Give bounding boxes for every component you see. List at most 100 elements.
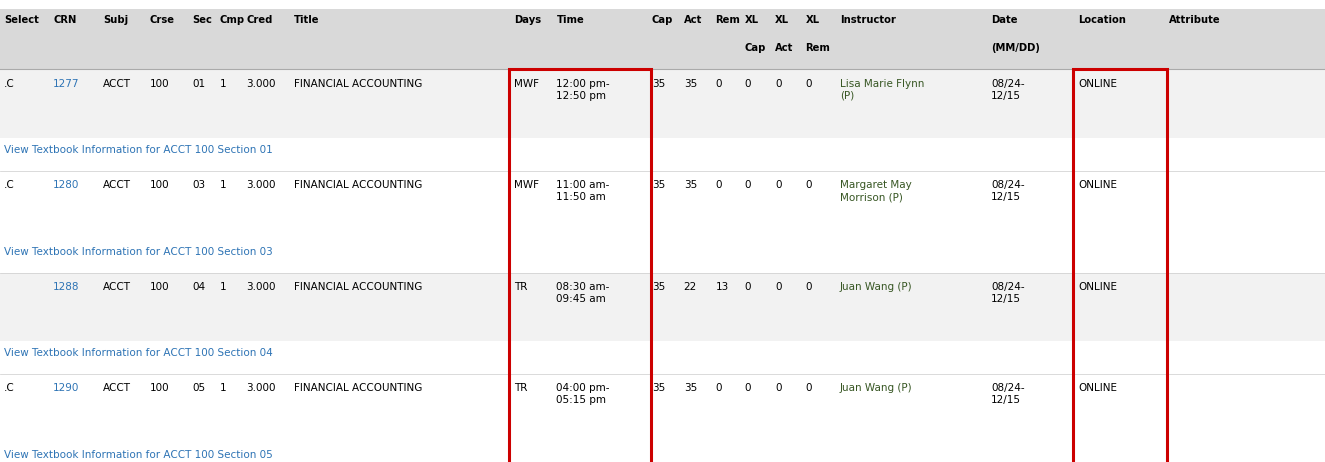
Text: Instructor: Instructor — [840, 15, 896, 25]
Text: MWF: MWF — [514, 180, 539, 190]
Bar — [1073, 69, 1167, 462]
Text: Act: Act — [775, 43, 794, 53]
Text: ONLINE: ONLINE — [1079, 383, 1117, 394]
Text: 08/24-
12/15: 08/24- 12/15 — [991, 282, 1024, 304]
Text: 35: 35 — [684, 79, 697, 89]
Text: 0: 0 — [716, 79, 722, 89]
Text: FINANCIAL ACCOUNTING: FINANCIAL ACCOUNTING — [294, 79, 423, 89]
Text: 0: 0 — [745, 79, 751, 89]
Text: 0: 0 — [775, 79, 782, 89]
Text: 0: 0 — [775, 180, 782, 190]
Text: ACCT: ACCT — [103, 79, 131, 89]
Text: XL: XL — [775, 15, 790, 25]
Text: Rem: Rem — [716, 15, 741, 25]
Text: 3.000: 3.000 — [246, 79, 276, 89]
Bar — [0, 171, 1325, 239]
Text: 3.000: 3.000 — [246, 282, 276, 292]
Text: ONLINE: ONLINE — [1079, 180, 1117, 190]
Text: 04: 04 — [192, 282, 205, 292]
Text: View Textbook Information for ACCT 100 Section 01: View Textbook Information for ACCT 100 S… — [4, 145, 273, 155]
Text: Date: Date — [991, 15, 1018, 25]
Text: 04:00 pm-
05:15 pm: 04:00 pm- 05:15 pm — [556, 383, 610, 406]
Text: 1290: 1290 — [53, 383, 80, 394]
Text: Attribute: Attribute — [1169, 15, 1220, 25]
Text: 35: 35 — [652, 180, 665, 190]
Text: Sec: Sec — [192, 15, 212, 25]
Text: 1280: 1280 — [53, 180, 80, 190]
Text: 35: 35 — [684, 383, 697, 394]
Text: 3.000: 3.000 — [246, 383, 276, 394]
Text: 03: 03 — [192, 180, 205, 190]
Text: 08/24-
12/15: 08/24- 12/15 — [991, 383, 1024, 406]
Text: 12:00 pm-
12:50 pm: 12:00 pm- 12:50 pm — [556, 79, 610, 101]
Text: 05: 05 — [192, 383, 205, 394]
Text: FINANCIAL ACCOUNTING: FINANCIAL ACCOUNTING — [294, 383, 423, 394]
Text: .C: .C — [4, 383, 15, 394]
Text: 1: 1 — [220, 282, 227, 292]
Text: 13: 13 — [716, 282, 729, 292]
Text: CRN: CRN — [53, 15, 77, 25]
Text: 08:30 am-
09:45 am: 08:30 am- 09:45 am — [556, 282, 610, 304]
Text: FINANCIAL ACCOUNTING: FINANCIAL ACCOUNTING — [294, 282, 423, 292]
Text: 100: 100 — [150, 79, 170, 89]
Bar — [0, 69, 1325, 138]
Text: XL: XL — [745, 15, 759, 25]
Text: Cmp: Cmp — [220, 15, 245, 25]
Text: Location: Location — [1079, 15, 1126, 25]
Text: ONLINE: ONLINE — [1079, 282, 1117, 292]
Text: 0: 0 — [806, 383, 812, 394]
Text: TR: TR — [514, 383, 527, 394]
Text: .C: .C — [4, 79, 15, 89]
Bar — [0, 374, 1325, 443]
Text: (MM/DD): (MM/DD) — [991, 43, 1040, 53]
Text: Days: Days — [514, 15, 541, 25]
Text: 0: 0 — [775, 383, 782, 394]
Text: 35: 35 — [652, 282, 665, 292]
Text: 0: 0 — [806, 282, 812, 292]
Text: ACCT: ACCT — [103, 383, 131, 394]
Text: Cred: Cred — [246, 15, 273, 25]
Text: 1: 1 — [220, 383, 227, 394]
Text: 100: 100 — [150, 383, 170, 394]
Text: 0: 0 — [716, 180, 722, 190]
Text: 1: 1 — [220, 79, 227, 89]
Text: 01: 01 — [192, 79, 205, 89]
Text: 1288: 1288 — [53, 282, 80, 292]
Text: Juan Wang (P): Juan Wang (P) — [840, 282, 913, 292]
Text: ACCT: ACCT — [103, 282, 131, 292]
Text: 08/24-
12/15: 08/24- 12/15 — [991, 79, 1024, 101]
Text: 35: 35 — [652, 383, 665, 394]
Text: View Textbook Information for ACCT 100 Section 05: View Textbook Information for ACCT 100 S… — [4, 450, 273, 460]
Text: 22: 22 — [684, 282, 697, 292]
Bar — [0, 273, 1325, 341]
Text: 0: 0 — [745, 180, 751, 190]
Text: Cap: Cap — [652, 15, 673, 25]
Text: 0: 0 — [716, 383, 722, 394]
Text: 3.000: 3.000 — [246, 180, 276, 190]
Text: 1277: 1277 — [53, 79, 80, 89]
Text: TR: TR — [514, 282, 527, 292]
Text: Lisa Marie Flynn
(P): Lisa Marie Flynn (P) — [840, 79, 925, 101]
Bar — [509, 69, 651, 462]
Text: 35: 35 — [652, 79, 665, 89]
Text: 0: 0 — [806, 79, 812, 89]
Text: Select: Select — [4, 15, 38, 25]
Text: Title: Title — [294, 15, 319, 25]
Text: Margaret May
Morrison (P): Margaret May Morrison (P) — [840, 180, 912, 202]
Text: Act: Act — [684, 15, 702, 25]
Text: 35: 35 — [684, 180, 697, 190]
Text: 100: 100 — [150, 282, 170, 292]
Text: XL: XL — [806, 15, 820, 25]
Text: FINANCIAL ACCOUNTING: FINANCIAL ACCOUNTING — [294, 180, 423, 190]
Text: 1: 1 — [220, 180, 227, 190]
Bar — [0, 9, 1325, 69]
Text: 0: 0 — [806, 180, 812, 190]
Text: 0: 0 — [745, 383, 751, 394]
Text: 08/24-
12/15: 08/24- 12/15 — [991, 180, 1024, 202]
Text: Rem: Rem — [806, 43, 831, 53]
Text: .C: .C — [4, 180, 15, 190]
Text: View Textbook Information for ACCT 100 Section 03: View Textbook Information for ACCT 100 S… — [4, 247, 273, 257]
Text: 0: 0 — [775, 282, 782, 292]
Text: MWF: MWF — [514, 79, 539, 89]
Text: Juan Wang (P): Juan Wang (P) — [840, 383, 913, 394]
